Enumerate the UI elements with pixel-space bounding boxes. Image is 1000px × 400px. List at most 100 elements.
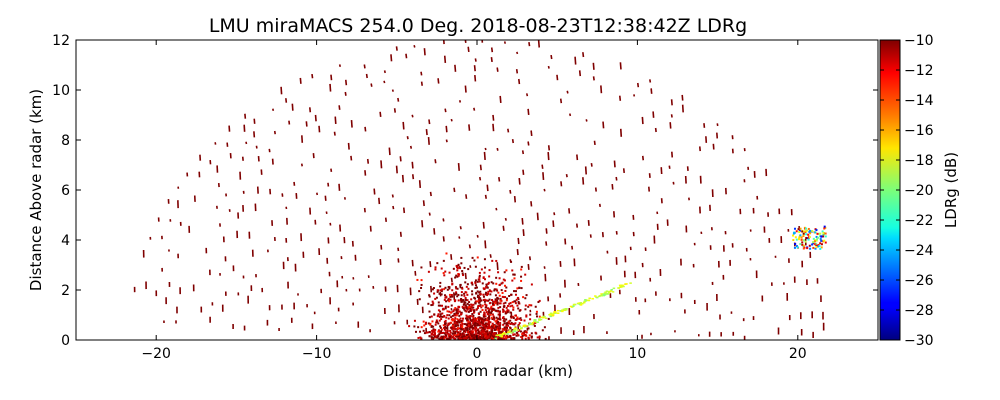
echo-mark	[436, 335, 439, 338]
echo-mark	[434, 268, 437, 271]
echo-mark	[502, 225, 505, 231]
echo-mark	[488, 311, 491, 314]
echo-mark	[437, 334, 440, 337]
echo-mark	[494, 300, 497, 303]
echo-mark	[641, 116, 644, 125]
colorbar-tick-label: −14	[904, 93, 934, 109]
echo-mark	[470, 337, 473, 340]
echo-mark	[481, 304, 484, 307]
echo-mark	[483, 337, 486, 340]
echo-mark	[485, 291, 488, 294]
echo-mark	[491, 331, 494, 334]
echo-mark	[583, 300, 586, 303]
echo-mark	[486, 327, 489, 330]
echo-mark	[446, 332, 449, 335]
echo-mark	[823, 227, 826, 230]
echo-mark	[434, 266, 437, 269]
echo-mark	[469, 265, 472, 269]
echo-mark	[503, 305, 506, 308]
echo-mark	[364, 126, 367, 132]
echo-mark	[550, 314, 553, 316]
echo-mark	[551, 313, 555, 315]
echo-mark	[437, 78, 440, 84]
echo-mark	[484, 266, 487, 269]
echo-mark	[484, 332, 487, 335]
echo-mark	[479, 337, 482, 340]
echo-mark	[540, 316, 544, 319]
echo-mark	[496, 299, 499, 302]
echo-mark	[477, 324, 480, 327]
echo-mark	[466, 325, 469, 328]
echo-mark	[487, 299, 490, 302]
echo-mark	[453, 322, 456, 325]
echo-mark	[445, 252, 448, 255]
echo-mark	[469, 321, 472, 324]
echo-mark	[823, 225, 826, 228]
echo-mark	[802, 239, 805, 242]
echo-mark	[499, 306, 502, 309]
echo-mark	[478, 280, 481, 283]
echo-mark	[448, 337, 451, 340]
echo-mark	[812, 237, 815, 240]
echo-mark	[461, 270, 464, 273]
echo-mark	[501, 328, 504, 331]
echo-mark	[459, 267, 462, 270]
echo-mark	[460, 334, 463, 337]
echo-mark	[452, 325, 455, 328]
echo-mark	[408, 325, 411, 328]
echo-mark	[530, 304, 533, 307]
echo-mark	[519, 330, 522, 333]
echo-mark	[444, 294, 447, 297]
echo-mark	[545, 228, 548, 234]
echo-mark	[435, 321, 438, 324]
echo-mark	[505, 328, 508, 331]
echo-mark	[495, 320, 498, 323]
echo-mark	[463, 337, 466, 340]
echo-mark	[507, 335, 510, 338]
echo-mark	[499, 333, 502, 336]
echo-mark	[467, 287, 470, 290]
echo-mark	[442, 218, 445, 222]
echo-mark	[464, 40, 467, 43]
echo-mark	[463, 329, 466, 332]
echo-mark	[501, 317, 504, 320]
echo-mark	[649, 79, 652, 83]
echo-mark	[483, 333, 486, 336]
echo-mark	[423, 324, 426, 327]
echo-mark	[461, 319, 464, 322]
echo-mark	[487, 282, 490, 285]
echo-mark	[478, 291, 481, 294]
echo-mark	[473, 65, 476, 72]
echo-mark	[579, 302, 582, 304]
echo-mark	[538, 335, 541, 338]
echo-mark	[479, 290, 482, 293]
echo-mark	[472, 336, 475, 339]
echo-mark	[399, 231, 402, 237]
echo-mark	[464, 85, 467, 93]
echo-mark	[462, 303, 465, 306]
echo-mark	[464, 296, 467, 299]
echo-mark	[578, 70, 582, 77]
echo-mark	[813, 243, 816, 246]
echo-mark	[479, 293, 482, 296]
echo-mark	[390, 54, 393, 62]
echo-mark	[793, 246, 796, 249]
echo-mark	[486, 334, 489, 337]
echo-mark	[429, 323, 432, 326]
echo-mark	[472, 303, 475, 306]
echo-mark	[461, 326, 464, 329]
echo-mark	[414, 330, 417, 333]
echo-mark	[496, 310, 499, 313]
echo-mark	[491, 313, 494, 316]
colorbar-tick-label: −22	[904, 213, 934, 229]
echo-mark	[465, 323, 468, 326]
echo-mark	[437, 304, 440, 307]
echo-mark	[572, 303, 576, 306]
echo-mark	[497, 317, 500, 320]
echo-mark	[476, 322, 479, 325]
echo-mark	[800, 236, 803, 239]
echo-mark	[427, 302, 430, 305]
echo-mark	[485, 283, 488, 286]
echo-mark	[483, 318, 486, 321]
